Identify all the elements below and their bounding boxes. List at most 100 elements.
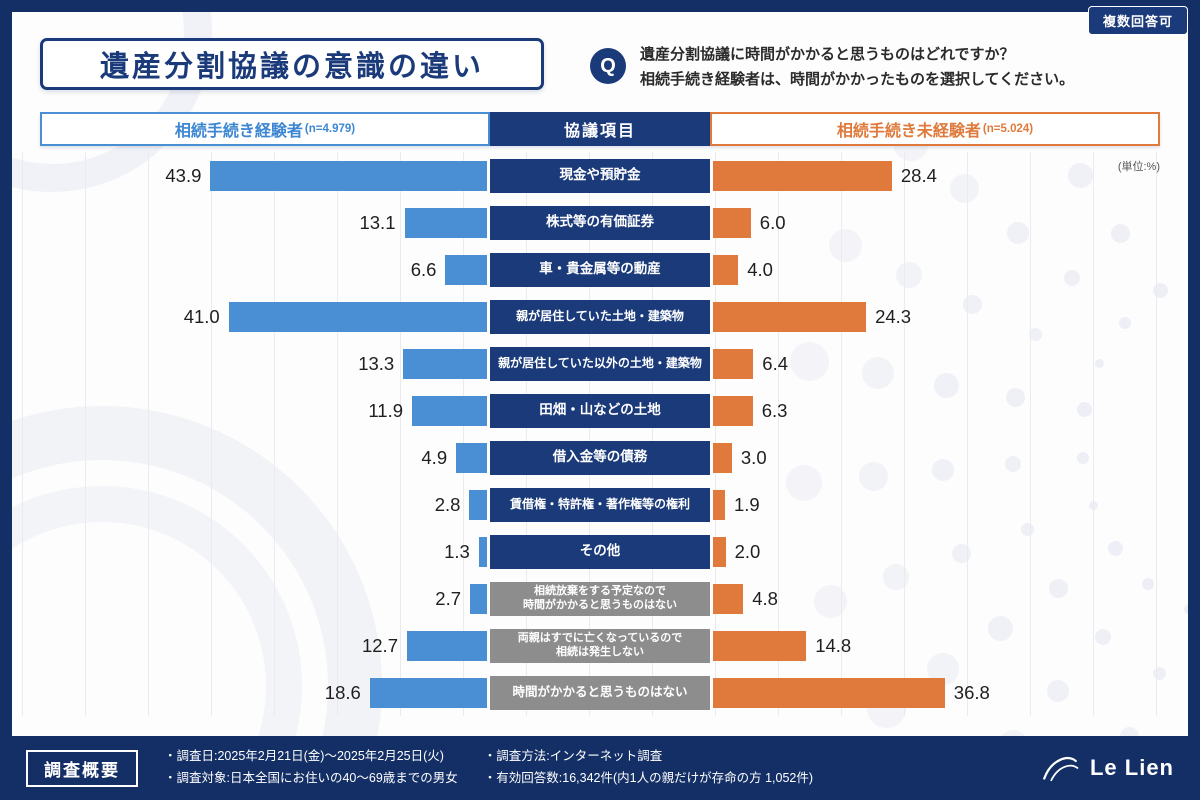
right-bar-zone: 6.4 bbox=[710, 348, 1160, 379]
chart-row: 2.7 相続放棄をする予定なので 時間がかかると思うものはない 4.8 bbox=[40, 575, 1160, 622]
header-experienced-label: 相続手続き経験者 bbox=[174, 123, 303, 140]
survey-detail-method: ・調査方法:インターネット調査 bbox=[483, 749, 663, 764]
inexperienced-bar bbox=[713, 677, 945, 708]
header-experienced-n: (n=4.979) bbox=[304, 123, 356, 135]
question-icon: Q bbox=[590, 48, 626, 84]
inexperienced-value: 6.3 bbox=[761, 399, 788, 421]
experienced-bar bbox=[407, 630, 487, 661]
inexperienced-bar bbox=[713, 207, 751, 238]
column-headers: 相続手続き経験者 (n=4.979) 協議項目 相続手続き未経験者 (n=5.0… bbox=[40, 112, 1160, 146]
category-label: 株式等の有価証券 bbox=[490, 205, 710, 240]
right-bar-zone: 28.4 bbox=[710, 160, 1160, 191]
inexperienced-bar bbox=[713, 395, 753, 426]
category-label: 時間がかかると思うものはない bbox=[490, 675, 710, 710]
inexperienced-bar bbox=[713, 254, 739, 285]
survey-details-col2: ・調査方法:インターネット調査 ・有効回答数:16,342件(内1人の親だけが存… bbox=[484, 746, 813, 790]
survey-detail-responses: ・有効回答数:16,342件(内1人の親だけが存命の方 1,052件) bbox=[483, 771, 814, 785]
experienced-bar bbox=[403, 348, 487, 379]
inexperienced-bar bbox=[713, 442, 732, 473]
inexperienced-bar bbox=[713, 536, 726, 567]
inexperienced-value: 4.0 bbox=[747, 258, 773, 280]
right-bar-zone: 6.0 bbox=[710, 207, 1160, 238]
question-line-2: 相続手続き経験者は、時間がかかったものを選択してください。 bbox=[640, 70, 1075, 88]
survey-details-col1: ・調査日:2025年2月21日(金)～2025年2月25日(火) ・調査対象:日… bbox=[164, 746, 458, 790]
experienced-value: 13.3 bbox=[358, 352, 395, 374]
survey-overview-box: 調査概要 bbox=[26, 749, 138, 787]
left-bar-zone: 13.3 bbox=[40, 348, 490, 379]
experienced-value: 12.7 bbox=[361, 634, 398, 656]
experienced-value: 2.8 bbox=[434, 493, 461, 515]
inexperienced-bar bbox=[713, 301, 867, 332]
experienced-bar bbox=[412, 395, 487, 426]
inexperienced-value: 14.8 bbox=[815, 634, 852, 656]
experienced-bar bbox=[369, 677, 487, 708]
left-bar-zone: 11.9 bbox=[40, 395, 490, 426]
chart-row: 1.3 その他 2.0 bbox=[40, 528, 1160, 575]
chart-row: 4.9 借入金等の債務 3.0 bbox=[40, 434, 1160, 481]
category-label: 現金や預貯金 bbox=[490, 158, 710, 193]
category-label: 親が居住していた以外の土地・建築物 bbox=[490, 346, 710, 381]
experienced-bar bbox=[404, 207, 487, 238]
left-bar-zone: 13.1 bbox=[40, 207, 490, 238]
experienced-bar bbox=[470, 583, 487, 614]
header-inexperienced-n: (n=5.024) bbox=[982, 123, 1034, 135]
category-label: 相続放棄をする予定なので 時間がかかると思うものはない bbox=[490, 581, 710, 616]
left-bar-zone: 41.0 bbox=[40, 301, 490, 332]
page-title-box: 遺産分割協議の意識の違い bbox=[40, 38, 544, 90]
left-bar-zone: 6.6 bbox=[40, 254, 490, 285]
inexperienced-bar bbox=[713, 160, 892, 191]
inexperienced-bar bbox=[713, 630, 807, 661]
left-bar-zone: 2.7 bbox=[40, 583, 490, 614]
lelien-logo-text: Le Lien bbox=[1089, 755, 1174, 780]
left-bar-zone: 12.7 bbox=[40, 630, 490, 661]
question-text: 遺産分割協議に時間がかかると思うものはどれですか？ 相続手続き経験者は、時間がか… bbox=[640, 43, 1074, 93]
experienced-bar bbox=[210, 160, 487, 191]
right-bar-zone: 36.8 bbox=[710, 677, 1160, 708]
inexperienced-bar bbox=[713, 583, 744, 614]
experienced-value: 2.7 bbox=[435, 587, 461, 609]
category-label: 田畑・山などの土地 bbox=[490, 393, 710, 428]
chart-row: 13.1 株式等の有価証券 6.0 bbox=[40, 199, 1160, 246]
inexperienced-value: 28.4 bbox=[900, 164, 937, 186]
inexperienced-value: 2.0 bbox=[734, 540, 761, 562]
category-label: その他 bbox=[490, 534, 710, 569]
right-bar-zone: 2.0 bbox=[710, 536, 1160, 567]
left-bar-zone: 18.6 bbox=[40, 677, 490, 708]
right-bar-zone: 4.0 bbox=[710, 254, 1160, 285]
category-label: 車・貴金属等の動産 bbox=[490, 252, 710, 287]
category-label: 両親はすでに亡くなっているので 相続は発生しない bbox=[490, 628, 710, 663]
right-bar-zone: 14.8 bbox=[710, 630, 1160, 661]
experienced-bar bbox=[478, 536, 487, 567]
chart-row: 11.9 田畑・山などの土地 6.3 bbox=[40, 387, 1160, 434]
experienced-bar bbox=[228, 301, 487, 332]
experienced-bar bbox=[469, 489, 487, 520]
left-bar-zone: 43.9 bbox=[40, 160, 490, 191]
chart-row: 12.7 両親はすでに亡くなっているので 相続は発生しない 14.8 bbox=[40, 622, 1160, 669]
category-label: 親が居住していた土地・建築物 bbox=[490, 299, 710, 334]
inexperienced-value: 4.8 bbox=[752, 587, 778, 609]
inexperienced-value: 24.3 bbox=[875, 305, 912, 327]
experienced-value: 18.6 bbox=[324, 681, 361, 703]
left-bar-zone: 2.8 bbox=[40, 489, 490, 520]
header-inexperienced-label: 相続手続き未経験者 bbox=[836, 123, 981, 140]
right-bar-zone: 6.3 bbox=[710, 395, 1160, 426]
chart-rows: 43.9 現金や預貯金 28.4 13.1 株式等の有価証券 6.0 6.6 車・貴金属等の動… bbox=[12, 152, 1188, 716]
right-bar-zone: 3.0 bbox=[710, 442, 1160, 473]
chart-row: 41.0 親が居住していた土地・建築物 24.3 bbox=[40, 293, 1160, 340]
chart-row: 13.3 親が居住していた以外の土地・建築物 6.4 bbox=[40, 340, 1160, 387]
experienced-value: 41.0 bbox=[183, 305, 220, 327]
category-label: 賃借権・特許権・著作権等の権利 bbox=[490, 487, 710, 522]
experienced-value: 13.1 bbox=[359, 211, 396, 233]
experienced-value: 6.6 bbox=[410, 258, 437, 280]
inexperienced-value: 36.8 bbox=[953, 681, 990, 703]
inexperienced-value: 3.0 bbox=[740, 446, 767, 468]
experienced-value: 11.9 bbox=[368, 399, 403, 421]
inexperienced-value: 6.4 bbox=[762, 352, 789, 374]
experienced-value: 4.9 bbox=[421, 446, 448, 468]
header-items: 協議項目 bbox=[490, 112, 710, 146]
experienced-value: 43.9 bbox=[165, 164, 202, 186]
lelien-logo: Le Lien bbox=[1039, 752, 1174, 784]
lelien-logo-icon bbox=[1043, 756, 1079, 782]
left-bar-zone: 4.9 bbox=[40, 442, 490, 473]
